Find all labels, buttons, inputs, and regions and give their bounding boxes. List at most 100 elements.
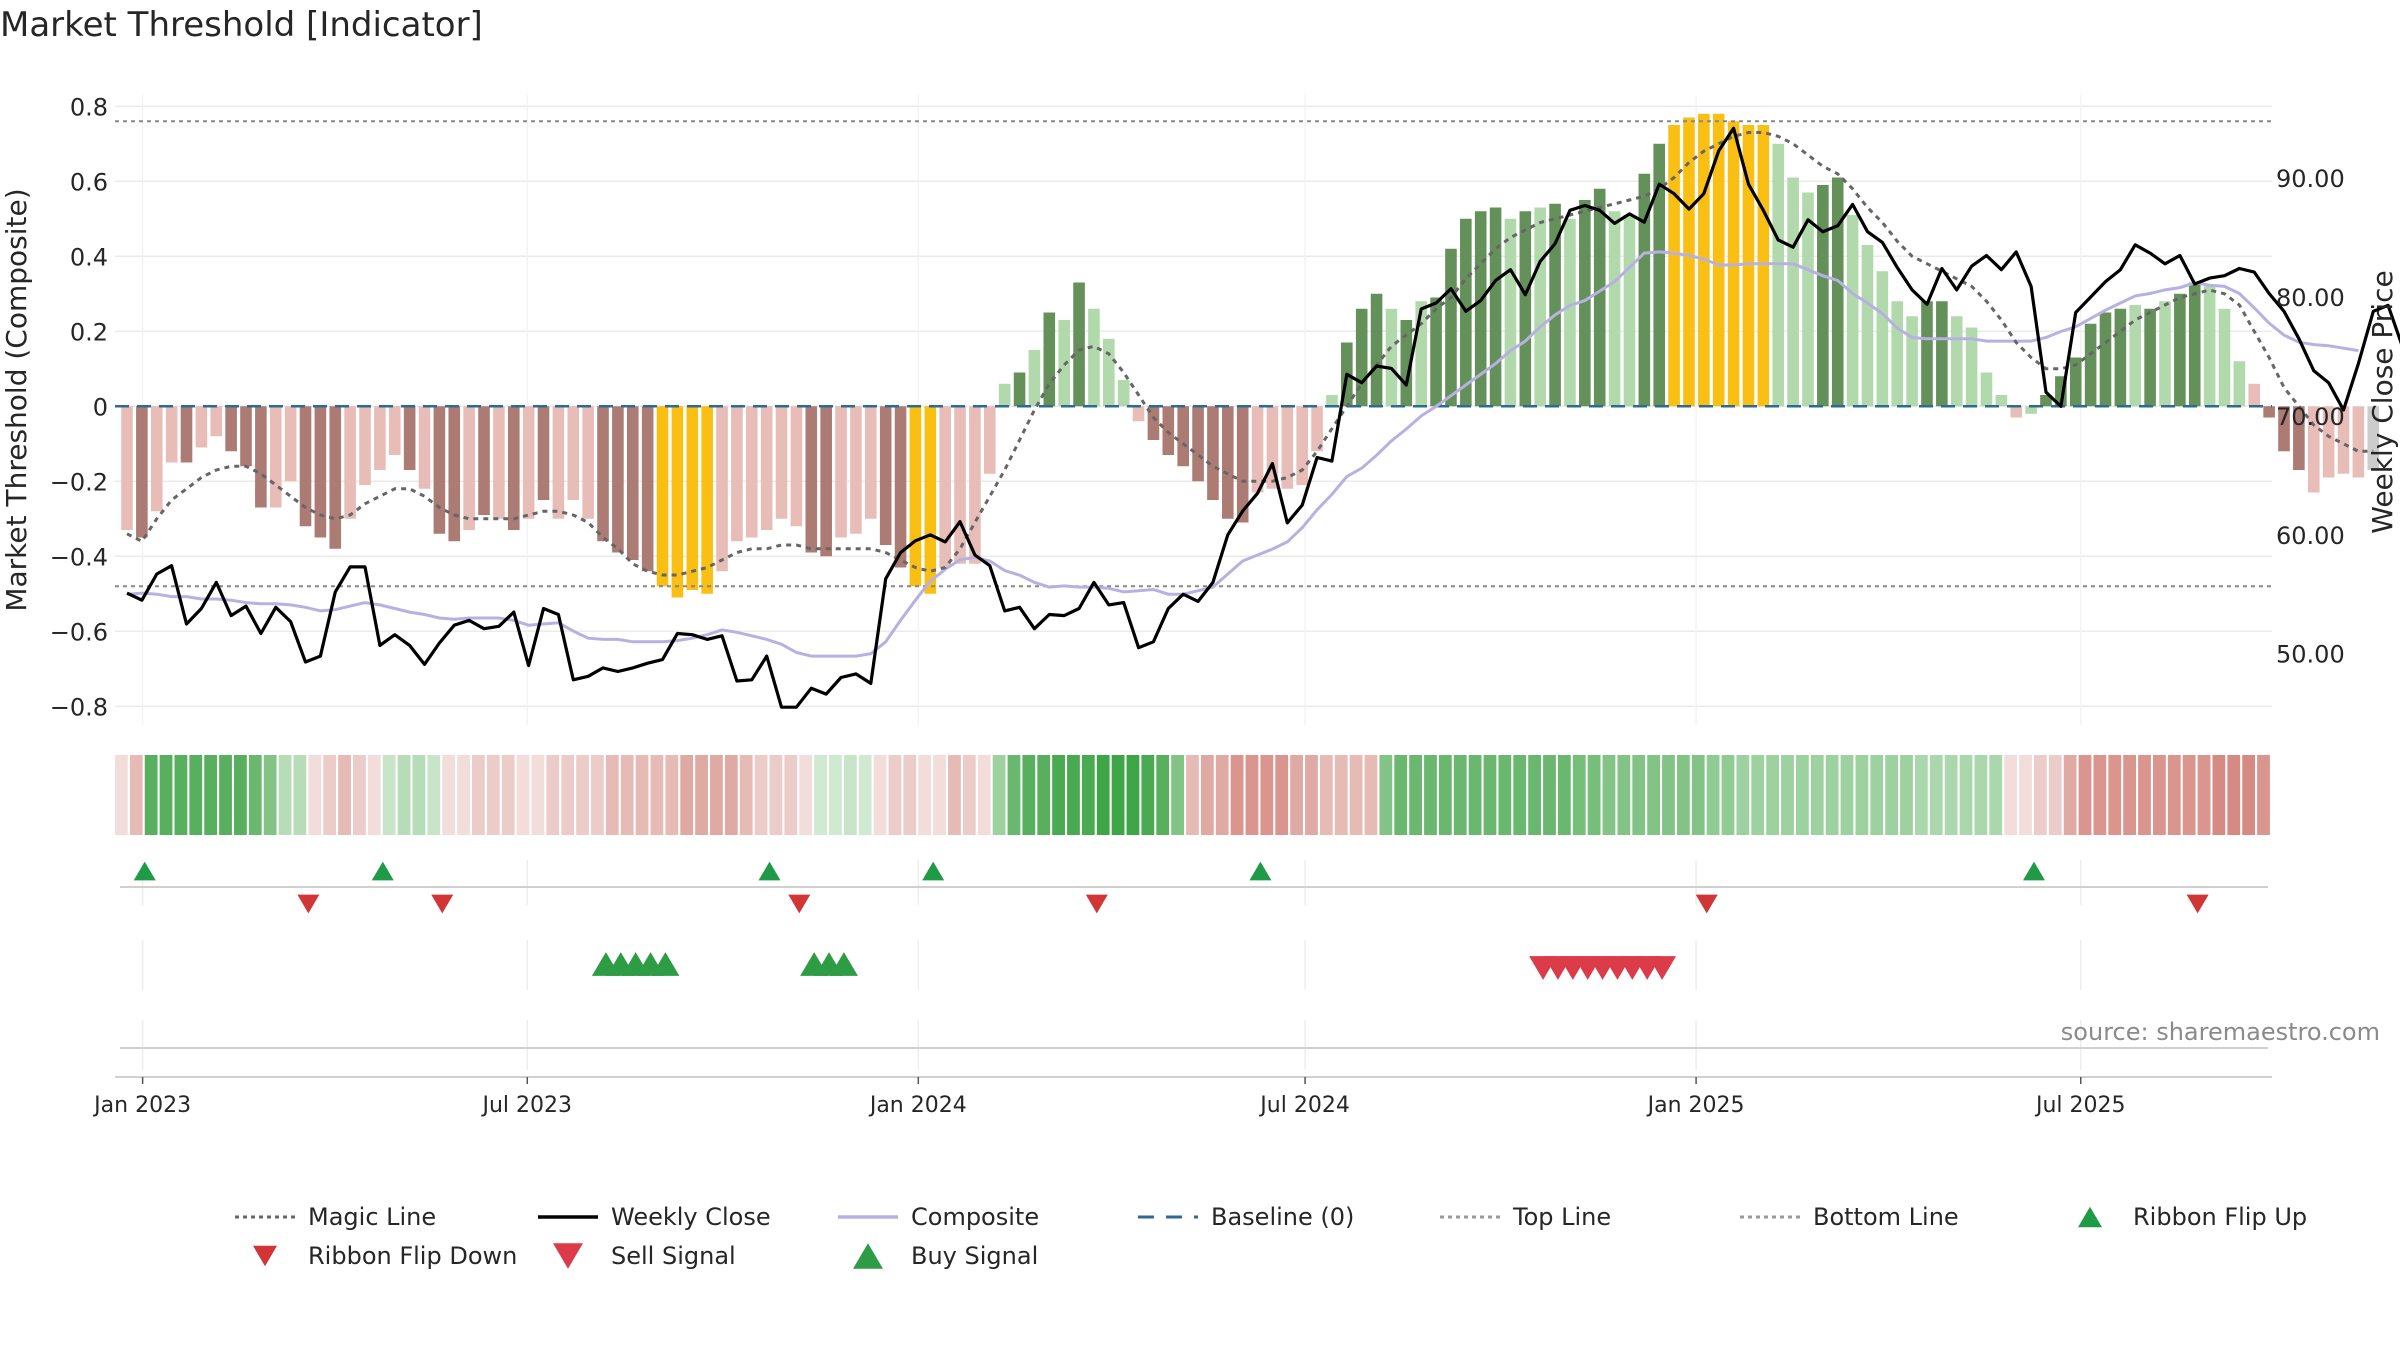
ribbon-flip-up-marker [133,861,156,881]
composite-bar [1757,125,1770,407]
ribbon-cell [1081,755,1095,835]
composite-bar [522,406,535,519]
composite-bar [1950,316,1963,407]
composite-bar [716,406,728,572]
composite-bar [1028,350,1041,407]
price-lines [126,126,2400,709]
ribbon-cell [2227,755,2241,835]
composite-bar [195,406,208,448]
composite-bar [2218,308,2231,407]
ribbon-cell [1171,755,1184,835]
ribbon-cell [2212,755,2226,835]
composite-bar [1132,406,1145,422]
composite-bar [1519,211,1532,407]
composite-bar [359,406,371,485]
composite-bar [2159,301,2171,407]
ribbon-cell [353,755,366,835]
composite-bar [850,406,862,534]
ribbon-cell [2033,755,2047,835]
ribbon-cell [1989,755,2003,835]
y-left-tick-label: −0.6 [50,618,108,646]
ribbon-cell [397,755,411,835]
ribbon-cell [2257,755,2270,835]
composite-bar [1073,282,1085,407]
composite-bar [1549,203,1561,407]
ribbon-cell [992,755,1006,835]
ribbon-cell [2152,755,2166,835]
ribbon-flip-down-marker [2186,894,2209,914]
ribbon-cell [129,755,143,835]
composite-bar [969,406,981,564]
ribbon-cell [1810,755,1824,835]
ribbon-cell [591,755,604,835]
x-tick-label: Jul 2023 [481,1093,573,1118]
ribbon-cell [620,755,634,835]
ribbon-flip-up-marker [1249,861,1272,881]
composite-bar [998,383,1011,407]
composite-bar [775,406,788,519]
ribbon-cell [1096,755,1110,835]
ribbon-cell [115,755,128,835]
composite-bar [1995,395,2008,407]
y-right-tick-label: 50.00 [2276,641,2345,669]
ribbon-cell [1513,755,1527,835]
composite-bar [686,406,699,590]
ribbon-cell [546,755,560,835]
composite-bar [2233,361,2246,407]
composite-bar [2263,406,2275,418]
x-tick-label: Jul 2024 [1258,1093,1350,1118]
ribbon-cell [1929,755,1943,835]
composite-bar [1474,211,1487,407]
composite-bar [1921,301,1933,407]
ribbon-flip-down-marker [788,894,811,914]
composite-bar [225,406,237,452]
composite-bar [2055,376,2067,407]
composite-bar [2352,406,2365,478]
composite-bar [1802,192,1814,407]
ribbon-flip-down-marker [297,894,320,914]
composite-bar [745,406,758,538]
composite-bar [1712,113,1725,407]
ribbon-cell [1572,755,1586,835]
legend-label: Weekly Close [611,1203,771,1231]
ribbon-cell [1736,755,1750,835]
y-left-tick-label: 0.2 [70,318,108,346]
composite-bar [1936,301,1948,407]
composite-bar [2114,308,2127,407]
ribbon-cell [1156,755,1170,835]
ribbon-cell [278,755,292,835]
ribbon-cell [1468,755,1482,835]
ribbon-cell [1290,755,1303,835]
ribbon-cell [1691,755,1705,835]
ribbon-cell [248,755,262,835]
composite-bar [2203,286,2216,407]
composite-bar [1787,177,1799,407]
ribbon-cell [1617,755,1631,835]
composite-bar [2293,406,2305,470]
composite-bar [1326,395,1338,407]
composite-bar [1846,215,1859,407]
composite-bar [1415,301,1428,407]
composite-bar [1965,327,1978,407]
composite-bar [626,406,639,560]
ribbon-cell [1587,755,1601,835]
composite-bar [1117,380,1130,407]
composite-bar [374,406,386,470]
ribbon-cell [858,755,872,835]
composite-bar [2040,395,2052,407]
ribbon-cell [933,755,946,835]
ribbon-cell [1349,755,1363,835]
composite-bar [983,406,996,474]
signal-panel [141,940,2082,990]
composite-bar [1906,316,1918,407]
composite-bar [1668,125,1680,407]
ribbon-cell [1364,755,1378,835]
ribbon-cell [1111,755,1125,835]
ribbon-cell [2167,755,2181,835]
ribbon-cell [1795,755,1809,835]
ribbon-cell [2242,755,2256,835]
ribbon-cell [159,755,173,835]
composite-bar [2144,308,2156,407]
ribbon-cell [1453,755,1467,835]
ribbon-flip-down-marker [1085,894,1108,914]
